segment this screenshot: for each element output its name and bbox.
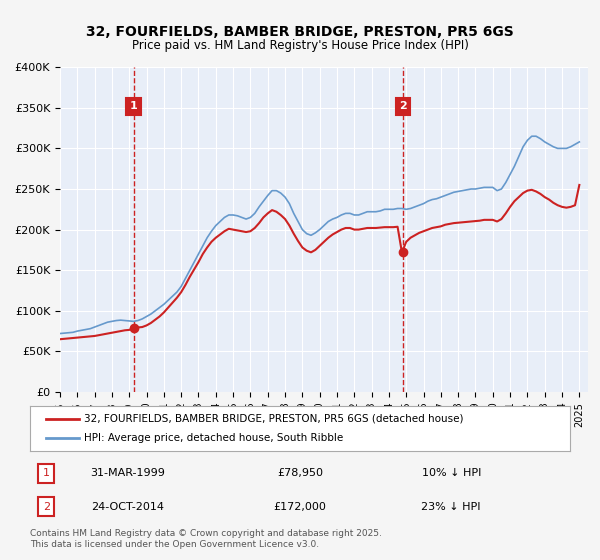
Text: 31-MAR-1999: 31-MAR-1999 — [90, 468, 164, 478]
Text: 1: 1 — [130, 101, 137, 111]
Text: 23% ↓ HPI: 23% ↓ HPI — [421, 502, 481, 512]
Text: 32, FOURFIELDS, BAMBER BRIDGE, PRESTON, PR5 6GS (detached house): 32, FOURFIELDS, BAMBER BRIDGE, PRESTON, … — [84, 413, 464, 423]
Text: £78,950: £78,950 — [277, 468, 323, 478]
Text: Contains HM Land Registry data © Crown copyright and database right 2025.
This d: Contains HM Land Registry data © Crown c… — [30, 529, 382, 549]
Text: HPI: Average price, detached house, South Ribble: HPI: Average price, detached house, Sout… — [84, 433, 343, 444]
Text: 2: 2 — [43, 502, 50, 512]
Text: 32, FOURFIELDS, BAMBER BRIDGE, PRESTON, PR5 6GS: 32, FOURFIELDS, BAMBER BRIDGE, PRESTON, … — [86, 25, 514, 39]
Text: Price paid vs. HM Land Registry's House Price Index (HPI): Price paid vs. HM Land Registry's House … — [131, 39, 469, 52]
Text: 24-OCT-2014: 24-OCT-2014 — [91, 502, 164, 512]
Text: 10% ↓ HPI: 10% ↓ HPI — [422, 468, 481, 478]
Text: £172,000: £172,000 — [274, 502, 326, 512]
Text: 2: 2 — [399, 101, 407, 111]
Text: 1: 1 — [43, 468, 50, 478]
